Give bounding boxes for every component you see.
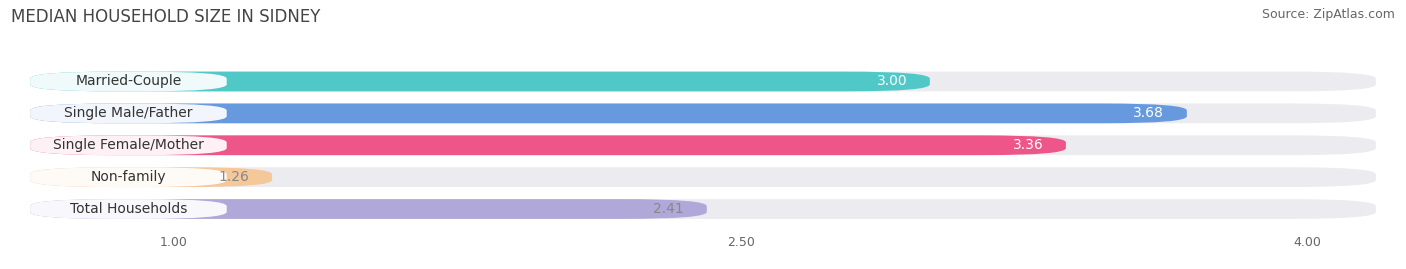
FancyBboxPatch shape [30,167,273,187]
FancyBboxPatch shape [30,199,707,219]
Text: Total Households: Total Households [70,202,187,216]
FancyBboxPatch shape [30,135,1376,155]
FancyBboxPatch shape [30,104,1376,123]
FancyBboxPatch shape [30,199,1376,219]
Text: Non-family: Non-family [90,170,166,184]
FancyBboxPatch shape [30,72,929,91]
Text: 2.41: 2.41 [654,202,685,216]
Text: MEDIAN HOUSEHOLD SIZE IN SIDNEY: MEDIAN HOUSEHOLD SIZE IN SIDNEY [11,8,321,26]
FancyBboxPatch shape [30,167,1376,187]
FancyBboxPatch shape [30,104,226,123]
Text: Single Male/Father: Single Male/Father [65,106,193,121]
FancyBboxPatch shape [30,135,226,155]
FancyBboxPatch shape [30,199,226,219]
Text: 3.68: 3.68 [1133,106,1164,121]
Text: Source: ZipAtlas.com: Source: ZipAtlas.com [1261,8,1395,21]
Text: 1.26: 1.26 [218,170,249,184]
FancyBboxPatch shape [30,72,226,91]
FancyBboxPatch shape [30,167,226,187]
Text: 3.36: 3.36 [1012,138,1043,152]
FancyBboxPatch shape [30,72,1376,91]
Text: 3.00: 3.00 [876,75,907,89]
FancyBboxPatch shape [30,135,1066,155]
Text: Married-Couple: Married-Couple [76,75,181,89]
Text: Single Female/Mother: Single Female/Mother [53,138,204,152]
FancyBboxPatch shape [30,104,1187,123]
